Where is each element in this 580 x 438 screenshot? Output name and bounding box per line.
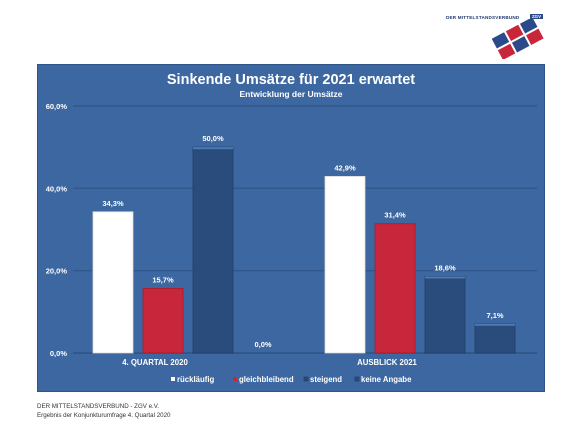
bar-chart: 0,0% 20,0% 40,0% 60,0% 34,3% 15,7% 50,0% 0,0% 4… [46, 72, 537, 384]
data-label: 7,1% [486, 311, 503, 320]
category-label: 4. QUARTAL 2020 [122, 358, 188, 367]
legend-swatch [303, 376, 309, 382]
legend: rückläufig gleichbleibend steigend keine An… [171, 375, 412, 384]
chart-subtitle: Entwicklung der Umsätze [240, 89, 343, 99]
data-label: 42,9% [334, 163, 356, 172]
bar-highlight [193, 147, 233, 150]
legend-swatch [233, 377, 237, 381]
legend-label: keine Angabe [361, 375, 412, 384]
data-label: 50,0% [202, 134, 224, 143]
legend-label: steigend [310, 375, 342, 384]
chart-title: Sinkende Umsätze für 2021 erwartet [167, 72, 415, 88]
data-label: 34,3% [102, 199, 124, 208]
bar-keine-angabe [474, 323, 516, 354]
y-tick-label: 20,0% [46, 267, 68, 276]
chart-panel: 0,0% 20,0% 40,0% 60,0% 34,3% 15,7% 50,0% 0,0% 4… [37, 64, 545, 392]
bar-highlight [425, 276, 465, 279]
logo-name: DER MITTELSTANDSVERBUND [446, 15, 520, 20]
bar-rückläufig [92, 211, 134, 354]
legend-label: gleichbleibend [239, 375, 294, 384]
y-tick-label: 40,0% [46, 184, 68, 193]
footer-organization: DER MITTELSTANDSVERBUND - ZGV e.V. [37, 403, 160, 410]
bar-gleichbleibend [142, 287, 184, 354]
bar-highlight [475, 323, 515, 326]
y-tick-label: 60,0% [46, 102, 68, 111]
data-label: 18,6% [434, 263, 456, 272]
data-labels: 34,3% 15,7% 50,0% 0,0% 42,9% 31,4% 18,6% 7,1% [102, 134, 504, 349]
data-label: 15,7% [152, 275, 174, 284]
logo-emblem-icon [492, 19, 544, 59]
data-label: 31,4% [384, 211, 406, 220]
mittelstandsverbund-logo: DER MITTELSTANDSVERBUND ZGV [446, 14, 546, 60]
bar-steigend [424, 276, 466, 354]
bars [92, 146, 516, 354]
y-axis-ticks: 0,0% 20,0% 40,0% 60,0% [46, 102, 68, 358]
footer-survey-note: Ergebnis der Konjunkturumfrage 4. Quarta… [37, 412, 171, 419]
legend-label: rückläufig [177, 375, 214, 384]
logo-badge: ZGV [530, 14, 544, 19]
legend-swatch [354, 376, 360, 382]
footer: DER MITTELSTANDSVERBUND - ZGV e.V. Ergeb… [37, 402, 170, 420]
data-label: 0,0% [254, 340, 271, 349]
category-labels: 4. QUARTAL 2020 AUSBLICK 2021 [122, 358, 417, 367]
category-label: AUSBLICK 2021 [357, 358, 417, 367]
bar-gleichbleibend [374, 223, 416, 354]
legend-swatch [171, 377, 175, 381]
y-tick-label: 0,0% [50, 349, 67, 358]
bar-rückläufig [324, 175, 366, 354]
bar-steigend [192, 146, 234, 354]
